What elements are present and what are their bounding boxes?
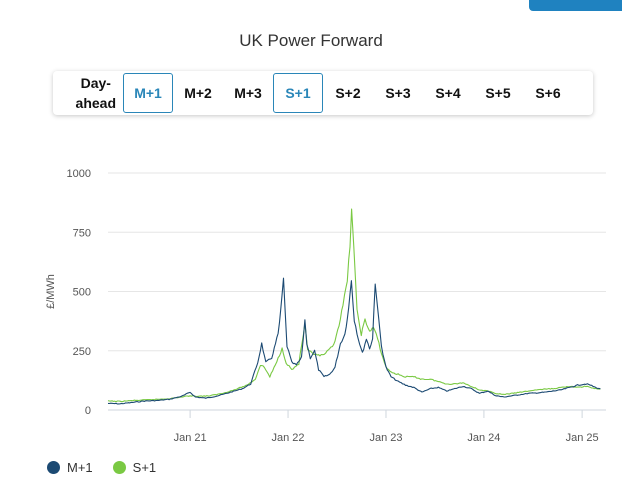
grid-lines [108, 172, 606, 411]
legend-item-m1[interactable]: M+1 [47, 460, 93, 475]
legend: M+1 S+1 [47, 460, 176, 475]
legend-label-m1: M+1 [67, 460, 93, 475]
tab-s2[interactable]: S+2 [335, 85, 361, 101]
tab-s5[interactable]: S+5 [485, 85, 511, 101]
legend-marker-m1 [47, 461, 60, 474]
tab-s6[interactable]: S+6 [535, 85, 561, 101]
tab-bar: Day-ahead M+1 M+2 M+3 S+1 S+2 S+3 S+4 S+… [53, 71, 593, 115]
tab-m1[interactable]: M+1 [123, 73, 173, 113]
x-tick-label: Jan 22 [272, 432, 305, 444]
y-tick-label: 750 [73, 227, 91, 239]
x-tick-label: Jan 23 [369, 432, 402, 444]
series-lines [107, 208, 601, 405]
axes: 0 250 500 750 1000 Jan 21 Jan 22 Jan 23 Jan 24 Ja… [45, 168, 599, 444]
tab-m2[interactable]: M+2 [184, 85, 212, 101]
y-tick-label: 1000 [67, 168, 91, 180]
tab-day-ahead[interactable]: Day-ahead [75, 75, 116, 111]
legend-marker-s1 [112, 461, 126, 474]
y-tick-label: 250 [73, 346, 91, 358]
y-tick-label: 0 [85, 405, 91, 417]
chart-title: UK Power Forward [239, 31, 383, 50]
tab-m3[interactable]: M+3 [234, 85, 262, 101]
x-tick-label: Jan 25 [566, 432, 599, 444]
x-tick-label: Jan 21 [174, 432, 207, 444]
x-tick-label: Jan 24 [467, 432, 500, 444]
tab-s3[interactable]: S+3 [385, 85, 411, 101]
series-line-m1 [107, 277, 601, 405]
y-tick-label: 500 [73, 287, 91, 299]
series-line-s1 [107, 208, 601, 403]
legend-item-s1[interactable]: S+1 [112, 460, 157, 475]
top-corner-button[interactable] [529, 0, 622, 11]
legend-label-s1: S+1 [132, 460, 157, 475]
y-axis-label: £/MWh [45, 274, 57, 309]
tab-s4[interactable]: S+4 [435, 85, 461, 101]
tab-s1[interactable]: S+1 [273, 73, 323, 113]
